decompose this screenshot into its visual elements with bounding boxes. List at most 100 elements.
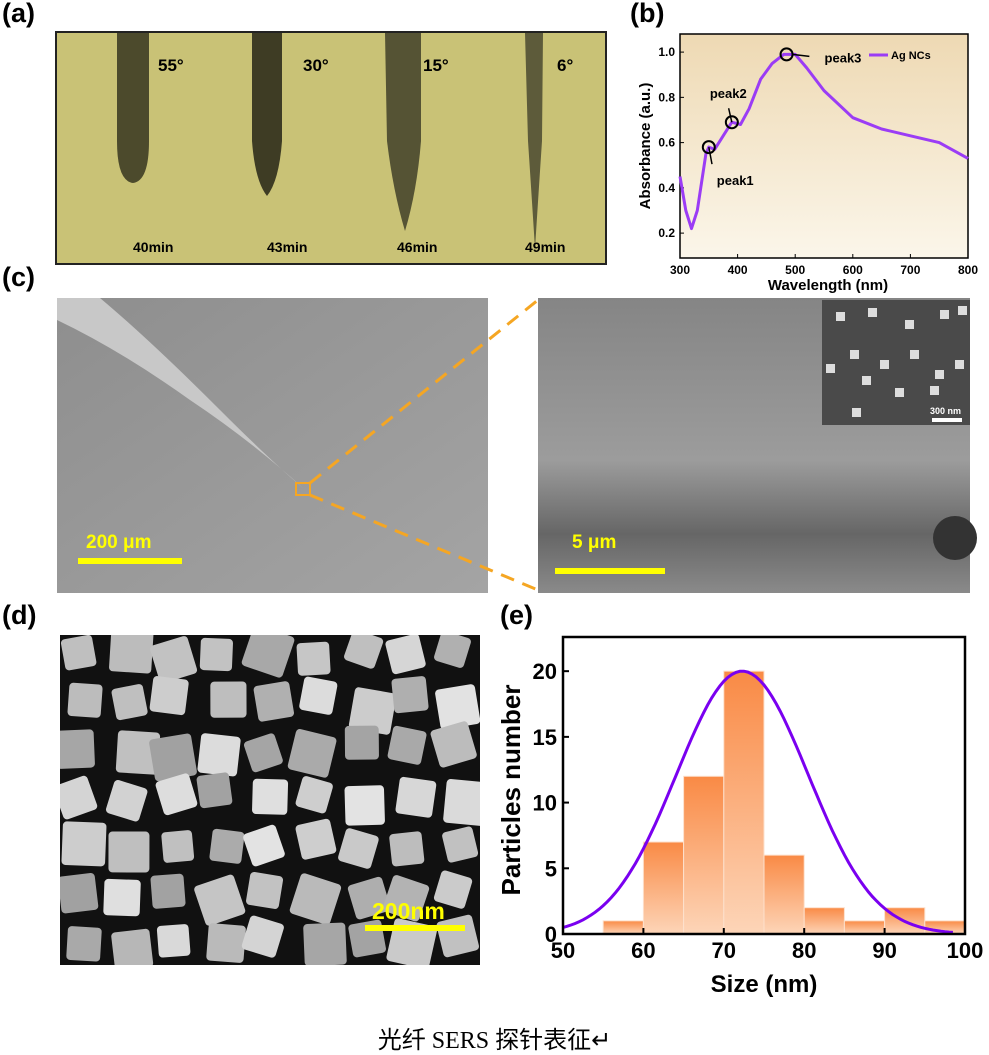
nanocube (194, 874, 246, 926)
scale-bar (555, 568, 665, 574)
x-tick-label: 80 (792, 938, 816, 963)
inset-image (822, 300, 970, 425)
y-axis-label: Particles number (496, 685, 526, 896)
histogram-bar (803, 907, 845, 935)
nanocube (252, 778, 289, 815)
nanocube (161, 830, 195, 863)
fiber-tip-30 (252, 33, 282, 196)
x-tick-label: 300 (670, 263, 690, 277)
legend-label: Ag NCs (891, 50, 931, 62)
scale-label: 200nm (372, 898, 445, 924)
nanocube (66, 926, 102, 962)
nanocube (241, 915, 284, 958)
nanocube (150, 636, 198, 684)
nanocube (196, 772, 233, 809)
x-tick-label: 70 (712, 938, 736, 963)
nanocube (344, 725, 379, 760)
scale-bar (365, 925, 465, 931)
histogram-bar (683, 775, 725, 935)
peak-label: peak2 (710, 86, 747, 101)
plot-area (679, 33, 969, 259)
inset-scale-label: 300 nm (930, 406, 961, 416)
nanocube (344, 785, 385, 826)
figure-caption: 光纤 SERS 探针表征↵ (377, 1028, 612, 1054)
nanocube (338, 828, 379, 869)
y-tick-label: 10 (533, 791, 557, 816)
panel-label-e: (e) (500, 600, 533, 630)
nanocube (209, 828, 245, 864)
y-tick-label: 0.6 (658, 136, 675, 150)
nanocube (347, 876, 391, 920)
peak-marker (724, 115, 739, 130)
nanocube (348, 687, 397, 735)
y-tick-label: 0 (545, 922, 557, 947)
panel-label-d: (d) (2, 600, 37, 630)
y-tick-label: 1.0 (658, 45, 675, 59)
nanocube (295, 818, 337, 860)
nanocube (199, 637, 233, 672)
angle-label: 55° (158, 56, 184, 75)
nanocube (149, 733, 197, 782)
histogram-bar (843, 920, 886, 935)
y-axis-label: Absorbance (a.u.) (637, 83, 654, 210)
histogram-bar (602, 920, 644, 935)
nanocube (430, 721, 477, 768)
x-tick-label: 400 (728, 263, 748, 277)
nanocube (149, 676, 189, 716)
sem-nanocubes: 200nm (60, 635, 480, 965)
nanocube (303, 922, 347, 965)
fiber-tip-15 (385, 33, 421, 231)
nanocube (344, 635, 384, 669)
panel-label-a: (a) (2, 0, 35, 28)
nanocube (433, 870, 473, 909)
nanocube (385, 635, 426, 675)
scale-bar (78, 558, 182, 564)
x-tick-label: 500 (785, 263, 805, 277)
x-tick-label: 700 (900, 263, 920, 277)
nanocube (103, 878, 141, 917)
panel-label-b: (b) (630, 0, 665, 28)
peak-label: peak1 (717, 173, 754, 188)
absorbance-chart: 300 400 500 600 700 800 0.2 0.4 0.6 0.8 1.0 peak1 pe… (637, 33, 978, 294)
nanocube (348, 919, 386, 958)
y-tick-label: 0.4 (658, 181, 675, 195)
x-tick-label: 600 (843, 263, 863, 277)
nanocube (111, 928, 154, 965)
nanocube (60, 775, 98, 820)
x-tick-label: 60 (631, 938, 655, 963)
histogram-bar (763, 854, 805, 935)
gaussian-fit-curve (562, 669, 954, 934)
scale-label: 5 μm (572, 532, 616, 553)
peak-arrow (727, 108, 733, 123)
nanocube (155, 773, 198, 816)
nanocube (442, 826, 479, 863)
fiber-tip-55 (117, 33, 149, 183)
zoom-region-box (295, 482, 311, 496)
peak-arrow (708, 146, 713, 165)
nanocube (210, 681, 247, 718)
y-tick-label: 15 (533, 725, 557, 750)
nanocube (391, 676, 429, 714)
fiber-etching-micrographs: 55° 30° 15° 6° 40min 43min 46min 49min (55, 31, 607, 265)
nanocube (60, 635, 97, 671)
inset-scale-bar (932, 418, 962, 422)
nanocube (382, 875, 430, 922)
x-axis-label: Size (nm) (711, 971, 818, 998)
time-label: 46min (397, 239, 437, 255)
nanocube (60, 873, 99, 914)
y-tick-label: 0.2 (658, 226, 675, 240)
fiber-tip-6 (525, 33, 543, 249)
nanocube (241, 635, 295, 678)
nanocube (156, 924, 191, 958)
time-label: 49min (525, 239, 565, 255)
nanocube (395, 776, 437, 818)
y-tick-label: 20 (533, 659, 557, 684)
nanocube (61, 821, 107, 867)
nanocube (115, 730, 161, 775)
histogram-bar (642, 841, 685, 935)
nanocube (389, 831, 425, 867)
peak-label: peak3 (825, 50, 862, 65)
x-tick-label: 800 (958, 263, 978, 277)
nanocube (206, 923, 246, 963)
inset-nanocubes (826, 306, 967, 417)
